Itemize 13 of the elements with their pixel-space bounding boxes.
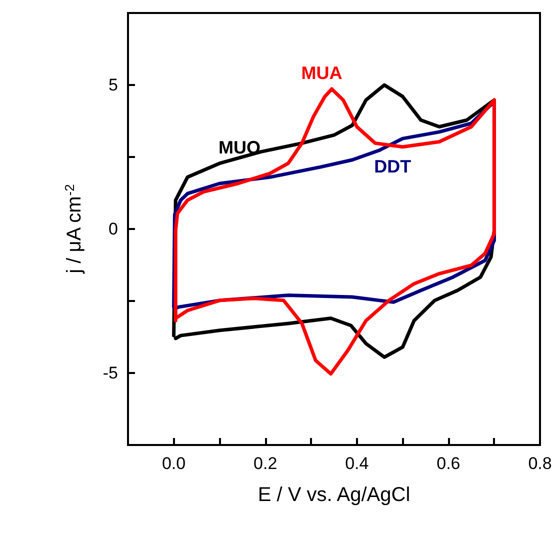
x-tick-label: 0.4 bbox=[345, 454, 369, 473]
x-tick-label: 0.6 bbox=[436, 454, 460, 473]
x-tick-label: 0.2 bbox=[254, 454, 278, 473]
x-axis-title: E / V vs. Ag/AgCl bbox=[258, 484, 410, 506]
y-axis-title: j / μA cm-2 bbox=[62, 184, 86, 274]
y-tick-label: 0 bbox=[108, 220, 118, 238]
y-tick-label: 5 bbox=[108, 76, 118, 94]
series-label: MUO bbox=[218, 137, 261, 158]
x-tick-label: 0.8 bbox=[528, 454, 552, 473]
series-label: DDT bbox=[374, 156, 412, 177]
y-tick-label: -5 bbox=[102, 364, 118, 382]
series-label: MUA bbox=[301, 63, 342, 84]
x-tick-label: 0.0 bbox=[162, 454, 186, 473]
